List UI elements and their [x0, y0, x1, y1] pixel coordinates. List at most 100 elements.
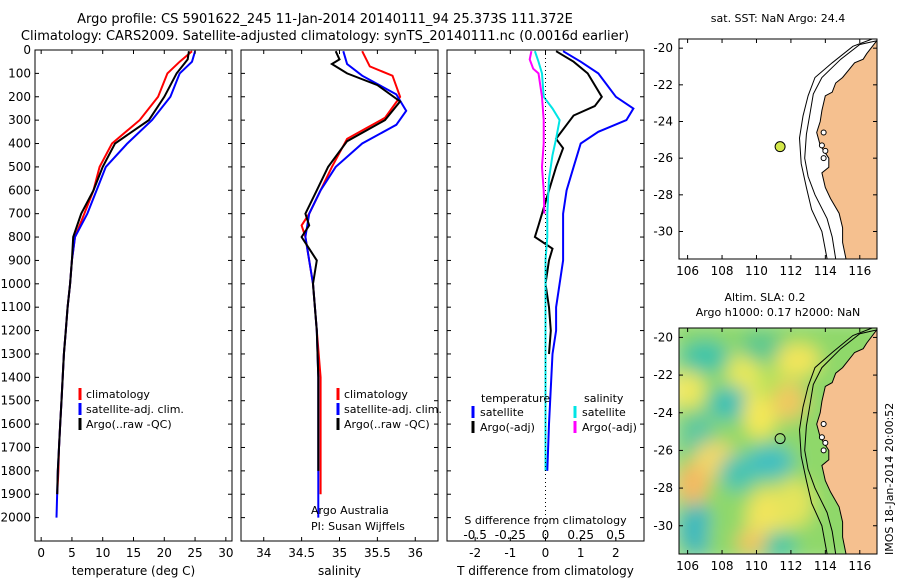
sla-anomaly-blob — [679, 503, 714, 554]
legend-label: climatology — [86, 388, 150, 401]
map-x-tick-label: 108 — [711, 264, 734, 278]
depth-tick-label: 1200 — [0, 324, 31, 338]
map-y-tick-label: -24 — [653, 406, 673, 420]
island — [818, 434, 825, 441]
map-y-tick-label: -22 — [653, 368, 673, 382]
map-frame — [678, 327, 878, 555]
island — [820, 155, 827, 162]
t-tick-label: 1 — [577, 546, 585, 560]
island — [820, 421, 827, 428]
legend-label: Argo(..raw -QC) — [344, 418, 430, 431]
series-line-argo-raw-qc- — [300, 50, 402, 471]
map-x-tick-label: 106 — [676, 264, 699, 278]
s-axis-label: S difference from climatology — [464, 514, 627, 527]
island — [822, 439, 829, 446]
legend-label: satellite — [582, 406, 626, 419]
x-tick-label: 0 — [37, 546, 45, 560]
depth-tick-label: 1000 — [0, 277, 31, 291]
s-tick-label: 0 — [542, 528, 550, 542]
series-line-climatology — [300, 50, 402, 495]
map-y-tick-label: -26 — [653, 443, 673, 457]
land-mass — [816, 39, 877, 259]
map-group-sst_map: 106 108 110 112 114 116 -20 -22 -24 -26 -28 -30 — [653, 38, 878, 278]
sla-anomaly-blob — [775, 343, 821, 377]
land-mass — [816, 328, 877, 554]
x-axis-label: temperature (deg C) — [72, 564, 195, 578]
island — [818, 142, 825, 149]
series-line-argo-raw-qc- — [56, 51, 190, 495]
island — [820, 447, 827, 454]
depth-tick-label: 1100 — [0, 300, 31, 314]
x-tick-label: 34 — [256, 546, 271, 560]
legend-label: climatology — [344, 388, 408, 401]
depth-tick-label: 200 — [8, 90, 31, 104]
sla-map-title-1: Altim. SLA: 0.2 — [724, 291, 805, 304]
x-tick-label: 20 — [157, 546, 172, 560]
map-y-tick-label: -22 — [653, 78, 673, 92]
map-x-tick-label: 112 — [779, 559, 802, 573]
figure-title: Argo profile: CS 5901622_245 11-Jan-2014… — [77, 12, 573, 27]
x-tick-label: 15 — [126, 546, 141, 560]
depth-tick-label: 1700 — [0, 440, 31, 454]
argo-position-marker — [774, 141, 786, 153]
series-line-t-satellite — [546, 50, 635, 471]
sla-map-title-2: Argo h1000: 0.17 h2000: NaN — [696, 306, 861, 319]
legend-label: Argo(-adj) — [480, 421, 535, 434]
sst-map-title: sat. SST: NaN Argo: 24.4 — [711, 12, 845, 25]
depth-tick-label: 100 — [8, 66, 31, 80]
legend-header-salinity: salinity — [584, 392, 624, 405]
legend-label: Argo(-adj) — [582, 421, 637, 434]
map-x-tick-label: 114 — [814, 264, 837, 278]
sla-anomaly-blob — [735, 531, 767, 554]
legend-label: satellite-adj. clim. — [344, 403, 442, 416]
depth-tick-label: 500 — [8, 160, 31, 174]
x-tick-label: 5 — [68, 546, 76, 560]
map-clip-sla_map — [679, 328, 877, 554]
legend-label: satellite-adj. clim. — [86, 403, 184, 416]
map-x-tick-label: 116 — [848, 559, 871, 573]
t-tick-label: 0 — [542, 546, 550, 560]
depth-tick-label: 0 — [23, 43, 31, 57]
sla-anomaly-blob — [775, 478, 814, 528]
sla-anomaly-blob — [708, 386, 754, 421]
figure-subtitle: Climatology: CARS2009. Satellite-adjuste… — [20, 29, 630, 44]
map-x-tick-label: 116 — [848, 264, 871, 278]
depth-tick-label: 1500 — [0, 394, 31, 408]
shelf-contour — [798, 328, 874, 554]
map-y-tick-label: -20 — [653, 41, 673, 55]
x-tick-label: 34.5 — [288, 546, 315, 560]
map-y-tick-label: -24 — [653, 115, 673, 129]
depth-tick-label: 800 — [8, 230, 31, 244]
sla-anomaly-blob — [771, 382, 807, 421]
t-axis-label: T difference from climatology — [456, 564, 634, 578]
legend-label: Argo(..raw -QC) — [86, 418, 172, 431]
legend-label: satellite — [480, 406, 524, 419]
depth-tick-label: 1300 — [0, 347, 31, 361]
shelf-contour — [804, 40, 877, 259]
map-x-tick-label: 114 — [814, 559, 837, 573]
x-tick-label: 35 — [332, 546, 347, 560]
map-clip-sst_map — [679, 39, 877, 259]
shelf-contour — [798, 39, 874, 259]
sla-anomaly-blob — [746, 444, 795, 479]
map-y-tick-label: -30 — [653, 519, 673, 533]
s-tick-label: 0.5 — [606, 528, 625, 542]
depth-tick-label: 2000 — [0, 511, 31, 525]
sla-anomaly-blob — [739, 331, 785, 362]
series-line-s-argo-adj- — [528, 50, 546, 214]
island — [820, 129, 827, 136]
map-y-tick-label: -28 — [653, 188, 673, 202]
x-axis-label: salinity — [318, 564, 361, 578]
depth-tick-label: 300 — [8, 113, 31, 127]
annotation-line-1: Argo Australia — [311, 504, 389, 517]
s-tick-label: -0.25 — [495, 528, 526, 542]
depth-tick-label: 700 — [8, 207, 31, 221]
map-y-tick-label: -28 — [653, 481, 673, 495]
map-y-tick-label: -26 — [653, 151, 673, 165]
argo-position-marker — [774, 433, 786, 445]
panel-frame-salinity — [240, 49, 439, 542]
sla-anomaly-blob — [679, 371, 705, 409]
s-tick-label: 0.25 — [567, 528, 594, 542]
x-tick-label: 30 — [218, 546, 233, 560]
